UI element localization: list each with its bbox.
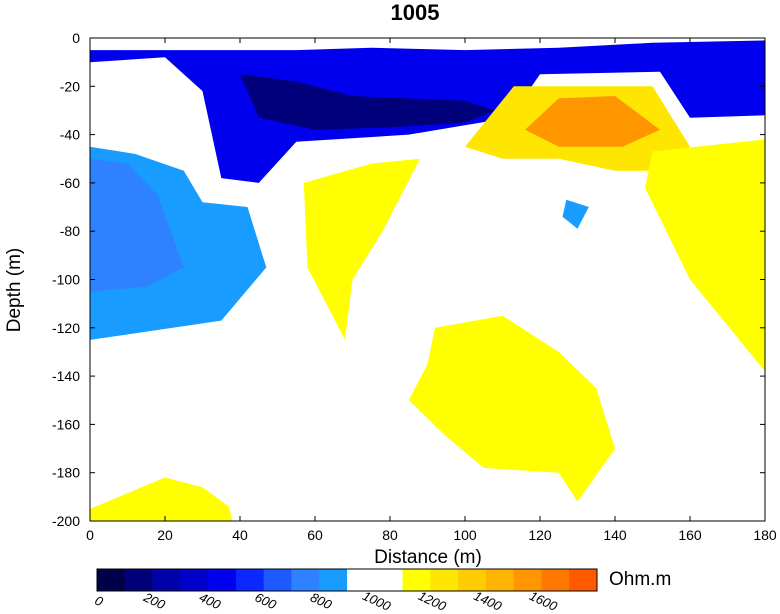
contour-region-small-conductor [562,199,589,229]
contour-region-left-conductor-core [90,158,184,292]
contour-region-mid-resistor [303,158,420,340]
colorbar-swatch [569,569,598,591]
colorbar-swatch [513,569,542,591]
colorbar-frame [96,568,598,592]
colorbar: 0 200 400 600 800 1000 1200 1400 1600 [92,568,598,614]
y-tick-label: -120 [52,320,80,336]
colorbar-swatch [541,569,570,591]
y-tick-label: -40 [60,127,80,143]
colorbar-tick-label: 600 [253,590,280,613]
x-tick-label: 0 [86,527,94,543]
colorbar-swatch [235,569,264,591]
x-axis-ticks: 0 20 40 60 80 100 120 140 160 180 [86,38,777,543]
colorbar-swatch [402,569,431,591]
x-tick-label: 140 [603,527,627,543]
chart-title: 1005 [391,0,440,25]
colorbar-swatch [97,569,126,591]
x-tick-label: 60 [307,527,323,543]
contour-region-upper-resistor-core [525,96,660,147]
colorbar-swatch [430,569,459,591]
contour-region-surface-conductor-core [240,74,495,130]
y-axis-label: Depth (m) [4,248,25,332]
x-tick-label: 20 [157,527,173,543]
y-tick-label: -80 [60,223,80,239]
y-tick-label: -160 [52,416,80,432]
colorbar-unit: Ohm.m [609,569,671,590]
contour-region-bottom-left-resistor [90,477,233,521]
y-axis-ticks: 0 -20 -40 -60 -80 -100 -120 -140 -160 -180 -200 [52,30,765,529]
colorbar-tick-label: 200 [141,589,169,613]
y-tick-label: -140 [52,368,80,384]
contour-region-deep-resistor [408,315,615,502]
colorbar-tick-label: 0 [92,593,106,610]
x-axis-label: Distance (m) [374,547,482,568]
colorbar-swatch [347,569,376,591]
x-tick-label: 100 [453,527,477,543]
colorbar-swatch [152,569,181,591]
y-tick-label: -100 [52,272,80,288]
colorbar-tick-label: 400 [197,590,224,613]
colorbar-swatch [291,569,320,591]
colorbar-swatch [319,569,348,591]
y-tick-label: -180 [52,465,80,481]
colorbar-swatch [485,569,514,591]
x-tick-label: 80 [382,527,398,543]
colorbar-swatch [124,569,153,591]
colorbar-tick-label: 1400 [472,588,505,614]
x-tick-label: 120 [528,527,552,543]
contour-region-right-resistor [645,139,765,372]
colorbar-swatch [208,569,237,591]
colorbar-swatch [458,569,487,591]
colorbar-tick-label: 1600 [527,588,560,614]
colorbar-tick-label: 800 [308,590,335,613]
y-tick-label: -200 [52,513,80,529]
colorbar-tick-label: 1200 [416,588,449,614]
colorbar-swatch [180,569,209,591]
colorbar-tick-label: 1000 [360,588,393,614]
colorbar-swatch [374,569,403,591]
x-tick-label: 180 [753,527,777,543]
y-tick-label: -20 [60,78,80,94]
y-tick-label: -60 [60,175,80,191]
x-tick-label: 160 [678,527,702,543]
x-tick-label: 40 [232,527,248,543]
contour-regions [90,40,765,521]
colorbar-swatch [263,569,292,591]
y-tick-label: 0 [72,30,80,46]
